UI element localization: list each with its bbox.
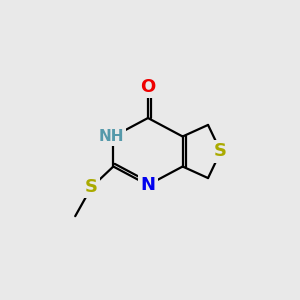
Text: N: N bbox=[140, 176, 155, 194]
Text: S: S bbox=[85, 178, 98, 196]
Text: NH: NH bbox=[98, 129, 124, 144]
Text: O: O bbox=[140, 78, 156, 96]
Text: S: S bbox=[214, 142, 227, 160]
